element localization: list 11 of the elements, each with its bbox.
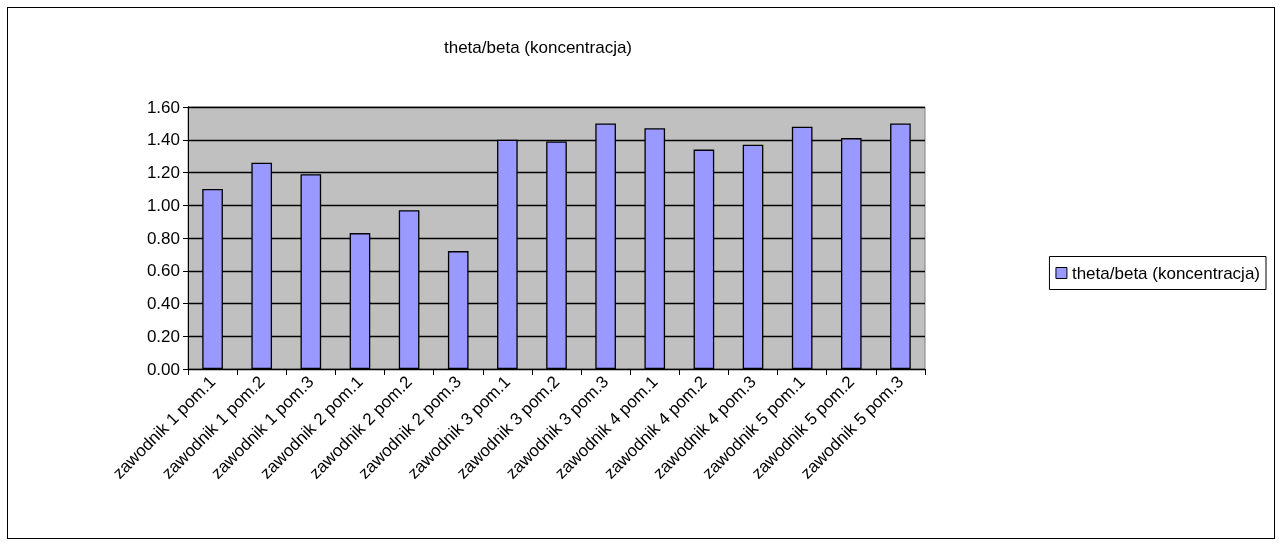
y-tick-label: 1.60 [146, 97, 180, 117]
chart-title: theta/beta (koncentracja) [443, 38, 633, 57]
legend-label: theta/beta (koncentracja) [1071, 263, 1261, 283]
y-tick-label: 1.20 [146, 163, 180, 182]
y-tick-label: 0.20 [146, 326, 180, 346]
y-tick-label: 1.00 [146, 195, 180, 215]
y-tick-label: 0.00 [146, 359, 180, 379]
y-tick-label: 0.40 [146, 294, 180, 313]
y-tick-label: 1.40 [146, 130, 180, 150]
y-tick-label: 0.80 [146, 228, 180, 248]
y-tick-label: 0.60 [146, 261, 180, 281]
